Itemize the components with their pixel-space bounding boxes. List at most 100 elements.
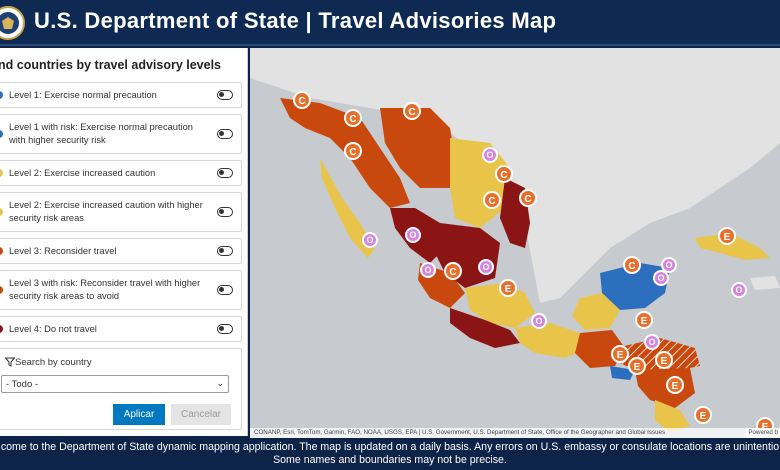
- svg-text:O: O: [409, 230, 416, 240]
- level-label: Level 2: Exercise increased caution with…: [9, 200, 203, 223]
- svg-text:C: C: [524, 194, 531, 205]
- embassy-markers[interactable]: E E E E E E E E E: [499, 227, 774, 435]
- apply-button[interactable]: Aplicar: [113, 404, 165, 425]
- app-header: U.S. Department of State | Travel Adviso…: [0, 0, 780, 46]
- embassy-marker[interactable]: E: [499, 279, 517, 297]
- footer-banner: come to the Department of State dynamic …: [0, 438, 780, 470]
- svg-text:C: C: [628, 261, 635, 272]
- footer-line-1: come to the Department of State dynamic …: [0, 441, 780, 453]
- country-select[interactable]: - Todo - ⌄: [1, 375, 229, 393]
- level-2-toggle[interactable]: [217, 168, 233, 178]
- svg-text:E: E: [661, 356, 668, 367]
- embassy-marker[interactable]: E: [694, 406, 712, 424]
- level-1-toggle[interactable]: [217, 90, 233, 100]
- travel-advisory-map[interactable]: C C C C C C C C C E E E E E E E E E O O …: [250, 48, 780, 438]
- level-label: Level 3 with risk: Reconsider travel wit…: [9, 278, 201, 301]
- consulate-markers[interactable]: C C C C C C C C C: [293, 91, 641, 280]
- svg-text:C: C: [349, 114, 356, 125]
- baja-california: [320, 158, 375, 258]
- page-title: U.S. Department of State | Travel Adviso…: [34, 8, 557, 33]
- svg-text:O: O: [648, 337, 655, 347]
- consulate-marker[interactable]: C: [344, 142, 362, 160]
- map-canvas[interactable]: C C C C C C C C C E E E E E E E E E O O …: [250, 48, 780, 438]
- level-item-2-risk[interactable]: Level 2: Exercise increased caution with…: [0, 192, 242, 232]
- level-4-swatch: [0, 325, 3, 333]
- powered-by-label[interactable]: Powered b: [746, 428, 780, 438]
- level-label: Level 3: Reconsider travel: [9, 246, 117, 256]
- campeche-region: [572, 293, 620, 330]
- consulate-marker[interactable]: C: [344, 109, 362, 127]
- level-label: Level 1: Exercise normal precaution: [9, 90, 157, 100]
- consulate-marker[interactable]: C: [444, 262, 462, 280]
- svg-text:E: E: [617, 350, 624, 361]
- embassy-marker[interactable]: E: [635, 311, 653, 329]
- embassy-marker[interactable]: E: [718, 227, 736, 245]
- level-label: Level 1 with risk: Exercise normal preca…: [9, 122, 193, 145]
- level-3-risk-swatch: [0, 286, 3, 294]
- cuba-landmass: [695, 233, 770, 260]
- level-3-swatch: [0, 247, 3, 255]
- level-4-toggle[interactable]: [217, 324, 233, 334]
- other-markers[interactable]: O O O O O O O O O O: [362, 147, 747, 350]
- svg-text:E: E: [634, 362, 641, 373]
- oaxaca-region: [515, 323, 590, 358]
- svg-text:C: C: [408, 107, 415, 118]
- other-marker[interactable]: O: [661, 257, 677, 273]
- other-marker[interactable]: O: [482, 147, 498, 163]
- guerrero-region: [450, 308, 520, 348]
- other-marker[interactable]: O: [420, 262, 436, 278]
- costa-rica-region: [655, 400, 690, 433]
- other-marker[interactable]: O: [644, 334, 660, 350]
- level-item-3[interactable]: Level 3: Reconsider travel: [0, 238, 242, 264]
- svg-text:E: E: [672, 381, 679, 392]
- map-attribution: CONANP, Esri, TomTom, Garmin, FAO, NOAA,…: [250, 428, 780, 438]
- level-1-swatch: [0, 91, 3, 99]
- other-marker[interactable]: O: [362, 232, 378, 248]
- other-marker[interactable]: O: [653, 270, 669, 286]
- chihuahua-region: [380, 108, 455, 188]
- svg-text:E: E: [641, 316, 648, 327]
- consulate-marker[interactable]: C: [519, 189, 537, 207]
- level-1-risk-swatch: [0, 130, 3, 138]
- svg-text:E: E: [724, 232, 731, 243]
- level-item-4[interactable]: Level 4: Do not travel: [0, 316, 242, 342]
- embassy-marker[interactable]: E: [628, 357, 646, 375]
- caribbean-island: [750, 276, 780, 290]
- svg-text:O: O: [735, 285, 742, 295]
- svg-text:O: O: [657, 273, 664, 283]
- consulate-marker[interactable]: C: [293, 91, 311, 109]
- level-item-3-risk[interactable]: Level 3 with risk: Reconsider travel wit…: [0, 270, 242, 310]
- department-seal-icon: [0, 6, 25, 40]
- level-item-1-risk[interactable]: Level 1 with risk: Exercise normal preca…: [0, 114, 242, 154]
- consulate-marker[interactable]: C: [483, 191, 501, 209]
- footer-line-2: Some names and boundaries may not be pre…: [273, 454, 507, 466]
- other-marker[interactable]: O: [531, 313, 547, 329]
- svg-text:O: O: [665, 260, 672, 270]
- embassy-marker[interactable]: E: [655, 351, 673, 369]
- svg-text:C: C: [349, 147, 356, 158]
- svg-text:C: C: [500, 170, 507, 181]
- svg-text:C: C: [298, 96, 305, 107]
- level-item-1[interactable]: Level 1: Exercise normal precaution: [0, 82, 242, 108]
- embassy-marker[interactable]: E: [666, 376, 684, 394]
- usa-landmass: [250, 48, 780, 303]
- level-3-toggle[interactable]: [217, 246, 233, 256]
- level-3-risk-toggle[interactable]: [217, 285, 233, 295]
- consulate-marker[interactable]: C: [403, 102, 421, 120]
- select-value: - Todo -: [6, 379, 39, 390]
- level-2-swatch: [0, 169, 3, 177]
- other-marker[interactable]: O: [731, 282, 747, 298]
- svg-text:O: O: [366, 235, 373, 245]
- embassy-marker[interactable]: E: [611, 345, 629, 363]
- bajio-region: [465, 283, 535, 328]
- svg-text:O: O: [424, 265, 431, 275]
- level-1-risk-toggle[interactable]: [217, 129, 233, 139]
- consulate-marker[interactable]: C: [623, 256, 641, 274]
- cancel-button[interactable]: Cancelar: [171, 404, 231, 425]
- consulate-marker[interactable]: C: [495, 165, 513, 183]
- panel-title: nd countries by travel advisory levels: [0, 58, 222, 72]
- level-item-2[interactable]: Level 2: Exercise increased caution: [0, 160, 242, 186]
- level-2-risk-toggle[interactable]: [217, 207, 233, 217]
- other-marker[interactable]: O: [478, 259, 494, 275]
- other-marker[interactable]: O: [405, 227, 421, 243]
